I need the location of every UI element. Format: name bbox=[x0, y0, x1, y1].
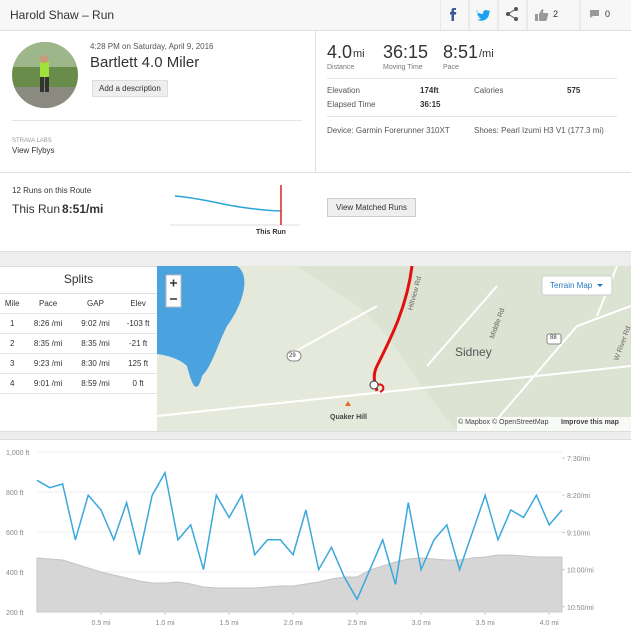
map-route-shield: 88 bbox=[550, 335, 557, 341]
divider bbox=[12, 120, 302, 121]
this-run-pace: 8:51/mi bbox=[62, 202, 104, 216]
detail-value: 36:15 bbox=[420, 100, 441, 109]
detail-value: 174ft bbox=[420, 86, 439, 95]
splits-cell: 1 bbox=[0, 313, 25, 334]
map-place: Quaker Hill bbox=[330, 414, 367, 421]
route-count[interactable]: 12 Runs on this Route bbox=[12, 186, 92, 195]
detail-label: Elevation bbox=[327, 86, 360, 95]
elevation-pace-chart: 200 ft 400 ft 600 ft 800 ft 1,000 ft 7:30/mi 8… bbox=[6, 450, 594, 627]
detail-value: 575 bbox=[567, 86, 581, 95]
stat-value: 4.0 bbox=[327, 42, 353, 62]
splits-row: 1 8:26 /mi 9:02 /mi -103 ft bbox=[0, 313, 157, 334]
splits-cell: 2 bbox=[0, 333, 25, 354]
splits-cell: 8:59 /mi bbox=[71, 373, 120, 394]
splits-cell: 8:30 /mi bbox=[71, 353, 120, 374]
divider bbox=[327, 78, 617, 79]
resize-bar[interactable] bbox=[0, 431, 631, 440]
map-improve-link[interactable]: Improve this map bbox=[561, 419, 619, 426]
y-tick-label: 1,000 ft bbox=[6, 450, 29, 457]
y2-tick-label: 9:10/mi bbox=[567, 530, 590, 537]
this-run-label: This Run bbox=[12, 202, 61, 216]
divider bbox=[315, 30, 316, 172]
stat-unit: /mi bbox=[479, 48, 494, 60]
splits-cell: Elev bbox=[119, 294, 157, 314]
add-description-button[interactable]: Add a description bbox=[92, 80, 168, 97]
x-tick-label: 2.5 mi bbox=[348, 620, 368, 627]
shoes: Shoes: Pearl Izumi H3 V1 (177.3 mi) bbox=[474, 126, 604, 135]
y2-tick-label: 8:20/mi bbox=[567, 493, 590, 500]
splits-title: Splits bbox=[0, 266, 157, 294]
map[interactable] bbox=[157, 266, 631, 431]
kudos-count: 2 bbox=[553, 9, 559, 19]
splits-cell: 0 ft bbox=[119, 373, 157, 394]
view-matched-button[interactable]: View Matched Runs bbox=[327, 198, 416, 217]
splits-cell: GAP bbox=[71, 294, 120, 314]
splits-cell: Pace bbox=[24, 294, 72, 314]
splits-cell: 8:35 /mi bbox=[24, 333, 72, 354]
splits-cell: -21 ft bbox=[119, 333, 157, 354]
y-tick-label: 200 ft bbox=[6, 610, 24, 617]
route-sparkline bbox=[170, 185, 300, 226]
x-tick-label: 1.5 mi bbox=[220, 620, 240, 627]
splits: Splits Mile Pace GAP Elev 1 8:26 /mi 9:02 /mi -… bbox=[0, 266, 157, 394]
map-attribution[interactable]: © Mapbox © OpenStreetMap bbox=[458, 419, 549, 426]
elevation-area bbox=[36, 554, 563, 613]
splits-cell: -103 ft bbox=[119, 313, 157, 334]
pace-line bbox=[36, 470, 563, 601]
map-route-shield: 29 bbox=[289, 353, 296, 359]
separator bbox=[0, 251, 631, 267]
splits-table: Mile Pace GAP Elev 1 8:26 /mi 9:02 /mi -103 ft 2… bbox=[0, 294, 157, 394]
splits-row: 3 9:23 /mi 8:30 /mi 125 ft bbox=[0, 353, 157, 374]
y2-tick-label: 7:30/mi bbox=[567, 456, 590, 463]
header-actions[interactable] bbox=[440, 0, 631, 30]
stat-unit: mi bbox=[353, 48, 365, 60]
splits-row: 4 9:01 /mi 8:59 /mi 0 ft bbox=[0, 373, 157, 394]
y2-tick-label: 10:50/mi bbox=[567, 605, 594, 612]
flyby-link[interactable]: View Flybys bbox=[12, 146, 55, 155]
x-tick-label: 0.5 mi bbox=[91, 620, 111, 627]
stat-label: Moving Time bbox=[383, 64, 423, 71]
splits-cell: 4 bbox=[0, 373, 25, 394]
device: Device: Garmin Forerunner 310XT bbox=[327, 126, 450, 135]
y-tick-label: 600 ft bbox=[6, 530, 24, 537]
splits-row: Mile Pace GAP Elev bbox=[0, 294, 157, 314]
labs-label: STRAVA LABS bbox=[12, 138, 52, 144]
splits-cell: 8:26 /mi bbox=[24, 313, 72, 334]
athlete-photo bbox=[12, 42, 78, 108]
splits-cell: 9:23 /mi bbox=[24, 353, 72, 374]
x-tick-label: 3.5 mi bbox=[476, 620, 496, 627]
stat-label: Pace bbox=[443, 64, 459, 71]
splits-cell: 9:02 /mi bbox=[71, 313, 120, 334]
divider bbox=[327, 116, 617, 117]
map-layer-button[interactable]: Terrain Map bbox=[550, 281, 593, 290]
activity-name: Bartlett 4.0 Miler bbox=[90, 54, 200, 71]
detail-label: Elapsed Time bbox=[327, 100, 376, 109]
splits-cell: 3 bbox=[0, 353, 25, 374]
stat-value: 36:15 bbox=[383, 42, 429, 62]
x-tick-label: 1.0 mi bbox=[156, 620, 176, 627]
y-tick-label: 400 ft bbox=[6, 570, 24, 577]
comment-count: 0 bbox=[605, 9, 611, 19]
map-town: Sidney bbox=[455, 345, 492, 359]
divider bbox=[0, 172, 631, 173]
x-tick-label: 4.0 mi bbox=[540, 620, 560, 627]
sparkline-marker: This Run bbox=[256, 229, 286, 236]
y2-tick-label: 10:00/mi bbox=[567, 568, 594, 575]
splits-cell: 9:01 /mi bbox=[24, 373, 72, 394]
page-title: Harold Shaw – Run bbox=[10, 8, 115, 22]
y-tick-label: 800 ft bbox=[6, 490, 24, 497]
activity-time: 4:28 PM on Saturday, April 9, 2016 bbox=[90, 42, 214, 51]
x-tick-label: 3.0 mi bbox=[412, 620, 432, 627]
splits-row: 2 8:35 /mi 8:35 /mi -21 ft bbox=[0, 333, 157, 354]
stat-label: Distance bbox=[327, 64, 355, 71]
splits-cell: 125 ft bbox=[119, 353, 157, 374]
stat-value: 8:51 bbox=[443, 42, 479, 62]
splits-cell: 8:35 /mi bbox=[71, 333, 120, 354]
detail-label: Calories bbox=[474, 86, 504, 95]
splits-cell: Mile bbox=[0, 294, 25, 314]
x-tick-label: 2.0 mi bbox=[284, 620, 304, 627]
